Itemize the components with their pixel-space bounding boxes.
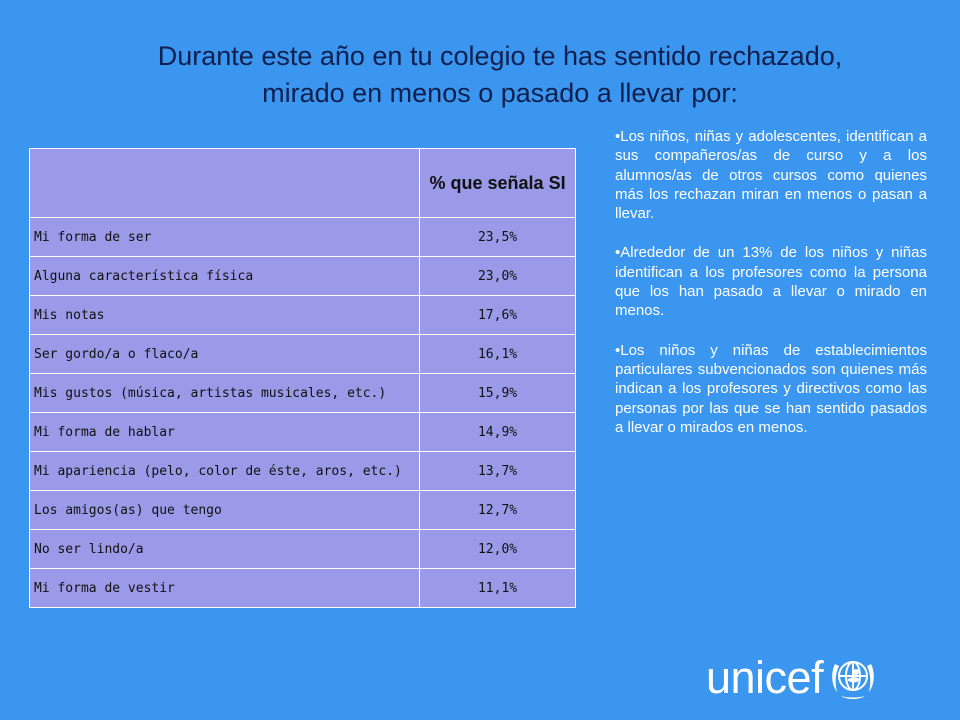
row-value: 12,7% (419, 490, 576, 530)
table-row: Mi apariencia (pelo, color de éste, aros… (28, 451, 576, 491)
table-row: Ser gordo/a o flaco/a 16,1% (28, 334, 576, 374)
table-header-empty-cell (28, 148, 421, 218)
row-value: 13,7% (419, 451, 576, 491)
note-paragraph: •Los niños, niñas y adolescentes, identi… (615, 128, 927, 223)
slide-title: Durante este año en tu colegio te has se… (60, 38, 940, 112)
unicef-emblem-icon (832, 661, 874, 699)
unicef-logo-text: unicef (706, 652, 824, 703)
row-label: Mis notas (28, 295, 421, 335)
table-row: Mi forma de ser 23,5% (28, 217, 576, 257)
row-label: No ser lindo/a (28, 529, 421, 569)
row-label: Mi apariencia (pelo, color de éste, aros… (28, 451, 421, 491)
row-label: Alguna característica física (28, 256, 421, 296)
row-label: Mi forma de ser (28, 217, 421, 257)
row-value: 14,9% (419, 412, 576, 452)
findings-notes: •Los niños, niñas y adolescentes, identi… (615, 127, 927, 457)
table-row: Mis notas 17,6% (28, 295, 576, 335)
note-paragraph: •Alrededor de un 13% de los niños y niña… (615, 244, 927, 320)
row-label: Mi forma de hablar (28, 412, 421, 452)
row-label: Ser gordo/a o flaco/a (28, 334, 421, 374)
table-row: Mi forma de vestir 11,1% (28, 568, 576, 608)
table-row: Los amigos(as) que tengo 12,7% (28, 490, 576, 530)
row-label: Los amigos(as) que tengo (28, 490, 421, 530)
row-value: 11,1% (419, 568, 576, 608)
table-row: Alguna característica física 23,0% (28, 256, 576, 296)
results-table: % que señala SI Mi forma de ser 23,5% Al… (28, 148, 576, 608)
table-row: Mis gustos (música, artistas musicales, … (28, 373, 576, 413)
table-row: Mi forma de hablar 14,9% (28, 412, 576, 452)
results-table-container: % que señala SI Mi forma de ser 23,5% Al… (28, 148, 576, 608)
row-value: 12,0% (419, 529, 576, 569)
table-row: No ser lindo/a 12,0% (28, 529, 576, 569)
unicef-logo: unicef (706, 650, 916, 706)
slide-title-line-2: mirado en menos o pasado a llevar por: (262, 78, 738, 108)
row-value: 23,0% (419, 256, 576, 296)
table-header-row: % que señala SI (28, 148, 576, 218)
row-label: Mis gustos (música, artistas musicales, … (28, 373, 421, 413)
row-value: 23,5% (419, 217, 576, 257)
row-value: 16,1% (419, 334, 576, 374)
row-value: 17,6% (419, 295, 576, 335)
slide-title-line-1: Durante este año en tu colegio te has se… (157, 41, 843, 71)
note-paragraph: •Los niños y niñas de establecimientos p… (615, 341, 927, 436)
row-label: Mi forma de vestir (28, 568, 421, 608)
table-header-percent: % que señala SI (419, 148, 576, 218)
row-value: 15,9% (419, 373, 576, 413)
